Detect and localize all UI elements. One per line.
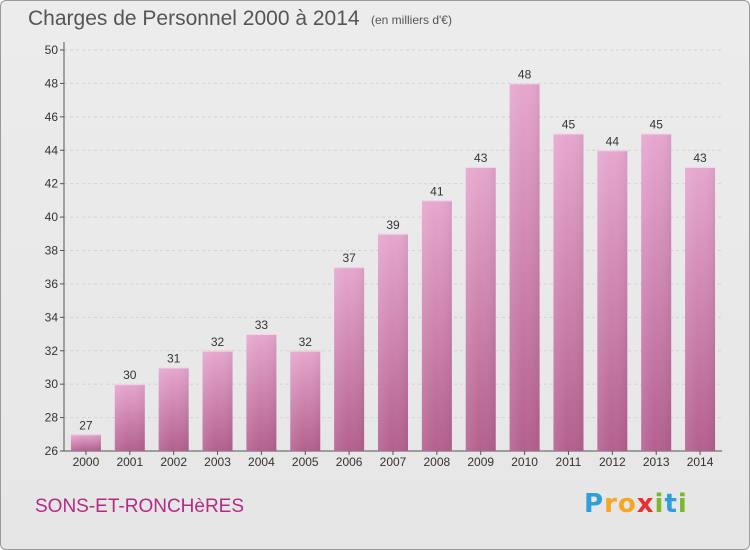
y-tick-label: 46 (45, 110, 59, 124)
x-tick-label: 2012 (599, 455, 626, 469)
bar-value-label: 45 (650, 118, 664, 132)
x-tick-label: 2005 (292, 455, 319, 469)
y-tick-label: 26 (45, 444, 59, 458)
proxiti-logo: Proxiti (584, 489, 688, 519)
y-tick-label: 44 (45, 143, 59, 157)
bar-value-label: 43 (474, 151, 488, 165)
bar-value-label: 48 (518, 67, 532, 81)
bar-value-label: 30 (123, 368, 137, 382)
x-tick-label: 2004 (248, 455, 275, 469)
bar-value-label: 41 (430, 184, 444, 198)
logo-letter: o (617, 489, 637, 519)
bar-value-label: 27 (79, 418, 93, 432)
bar-shine (378, 233, 408, 451)
bar-value-label: 43 (693, 151, 707, 165)
bar-shine (70, 434, 101, 451)
bar-shine (685, 166, 716, 452)
bar-value-label: 39 (386, 218, 400, 232)
bar-value-label: 32 (211, 335, 225, 349)
y-tick-label: 30 (45, 377, 59, 391)
bar-shine (114, 384, 145, 451)
bar-shine (509, 83, 540, 452)
bar-value-label: 37 (342, 251, 356, 265)
bar-shine (553, 133, 584, 451)
y-tick-label: 32 (45, 344, 59, 358)
logo-letter: i (654, 489, 665, 519)
bar-shine (641, 133, 672, 451)
chart-title: Charges de Personnel 2000 à 2014 (28, 7, 360, 30)
y-tick-label: 40 (45, 210, 59, 224)
bar-shine (202, 350, 233, 451)
bar-shine (290, 350, 321, 451)
logo-letter: t (664, 489, 678, 519)
x-tick-label: 2009 (467, 455, 494, 469)
x-tick-label: 2007 (380, 455, 407, 469)
y-tick-label: 38 (45, 244, 59, 258)
chart-subtitle: (en milliers d'€) (371, 13, 452, 27)
x-tick-label: 2014 (687, 455, 714, 469)
x-tick-label: 2000 (73, 455, 100, 469)
bar-shine (158, 367, 189, 451)
logo-letter: i (677, 489, 688, 519)
x-tick-label: 2006 (336, 455, 363, 469)
bar-value-label: 33 (255, 318, 269, 332)
y-tick-label: 34 (45, 310, 59, 324)
y-tick-label: 48 (45, 76, 59, 90)
bar-shine (597, 150, 628, 451)
bar-value-label: 32 (299, 335, 313, 349)
logo-letter: P (584, 489, 605, 519)
x-tick-label: 2011 (556, 455, 582, 469)
x-tick-label: 2001 (116, 455, 143, 469)
y-tick-label: 42 (45, 177, 59, 191)
bar-value-label: 44 (606, 134, 620, 148)
bar-shine (421, 200, 452, 451)
bar-value-label: 45 (562, 118, 576, 132)
bar-shine (465, 166, 496, 452)
x-tick-label: 2010 (511, 455, 538, 469)
x-tick-label: 2008 (424, 455, 451, 469)
x-tick-label: 2013 (643, 455, 670, 469)
commune-name: SONS-ET-RONCHèRES (35, 496, 245, 517)
x-tick-label: 2002 (160, 455, 187, 469)
bar-shine (246, 334, 277, 451)
y-tick-label: 50 (45, 43, 59, 57)
bar-value-label: 31 (167, 351, 181, 365)
bar-shine (334, 267, 365, 451)
logo-letter: r (604, 489, 618, 519)
y-tick-label: 28 (45, 411, 59, 425)
y-tick-label: 36 (45, 277, 59, 291)
x-tick-label: 2003 (204, 455, 231, 469)
logo-letter: x (636, 489, 655, 519)
